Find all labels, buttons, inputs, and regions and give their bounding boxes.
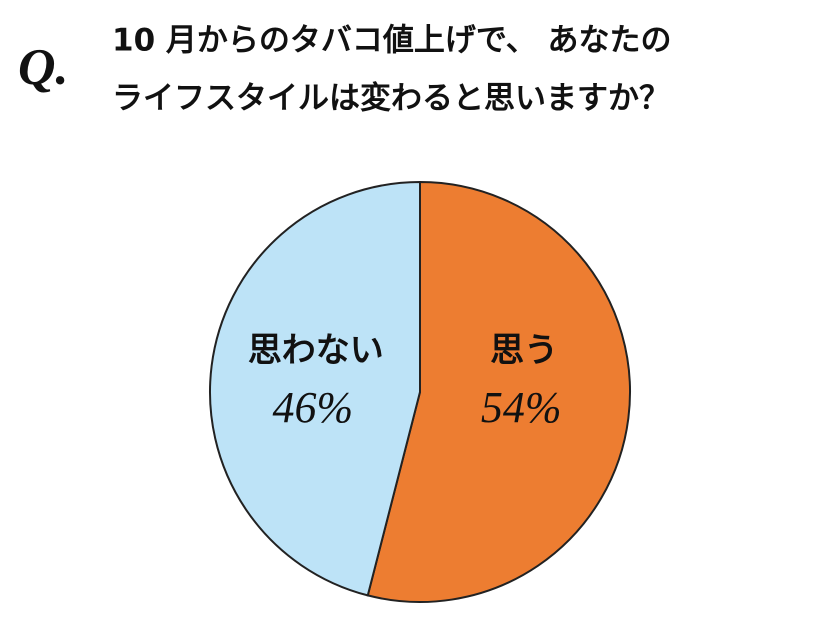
pie-slice — [209, 180, 421, 597]
slice-label: 思わない — [248, 331, 384, 371]
value-label: 46% — [272, 383, 353, 432]
chart-title: ライフスタイルは変わると思いますか？ — [112, 81, 670, 117]
slice-label: 思う — [490, 331, 558, 371]
value-label: 54% — [481, 383, 562, 432]
title-prefix: Q. — [18, 39, 69, 96]
pie-slice — [366, 180, 631, 603]
chart-title: 10 月からのタバコ値上げで、 あなたの — [112, 23, 671, 59]
